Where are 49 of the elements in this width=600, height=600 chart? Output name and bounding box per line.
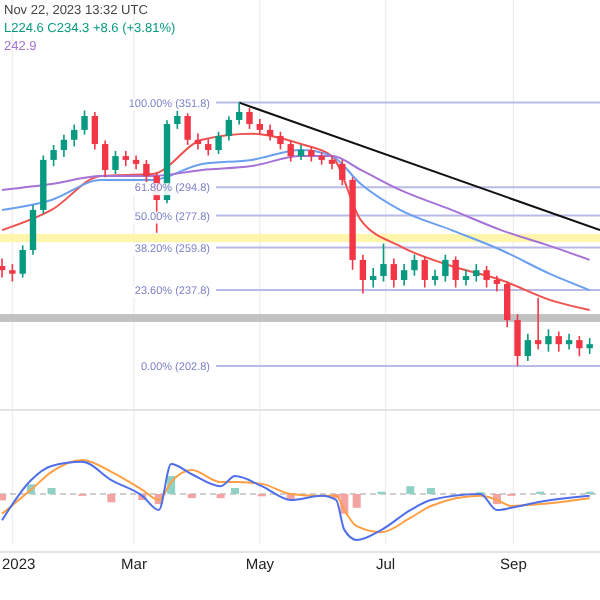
candlestick [143, 159, 150, 183]
candlestick [442, 253, 449, 283]
candlestick [71, 123, 78, 148]
candlestick [122, 150, 129, 168]
candlestick [545, 328, 552, 353]
bar [47, 488, 56, 494]
candlestick [534, 296, 542, 351]
candlestick [576, 335, 583, 358]
candlestick [483, 265, 490, 289]
candlestick [411, 253, 418, 277]
bar [426, 488, 435, 494]
candlestick [81, 109, 88, 136]
candlestick [235, 101, 243, 126]
candlestick [60, 133, 68, 158]
candlestick [400, 263, 408, 287]
candlestick [452, 255, 459, 289]
bar [107, 494, 116, 503]
bar [0, 494, 7, 501]
candlestick [19, 244, 26, 279]
candlestick [339, 159, 346, 187]
candlestick [421, 255, 428, 289]
candlestick [29, 204, 37, 256]
candlestick [462, 269, 470, 287]
candlestick [370, 267, 377, 289]
bar [352, 494, 361, 508]
candlestick [184, 112, 191, 146]
candlestick [524, 332, 532, 362]
candlestick [0, 257, 6, 279]
candlestick [390, 257, 398, 289]
candlestick [225, 115, 233, 142]
candlestick [287, 139, 294, 163]
candlestick [493, 274, 501, 293]
bar [406, 486, 415, 494]
candlestick [359, 253, 367, 295]
candlestick [132, 154, 140, 171]
candlestick [246, 107, 253, 130]
candlestick [91, 111, 99, 151]
candlestick [112, 150, 119, 175]
candlestick [555, 330, 562, 353]
candlestick [174, 109, 181, 130]
bar [231, 488, 240, 494]
candlestick [328, 154, 336, 171]
candlestick [380, 242, 387, 283]
candlestick [215, 130, 222, 155]
candlestick [50, 144, 57, 168]
candlestick [504, 280, 511, 328]
candlestick [514, 313, 521, 367]
candlestick [431, 269, 439, 287]
candlestick [101, 139, 109, 179]
